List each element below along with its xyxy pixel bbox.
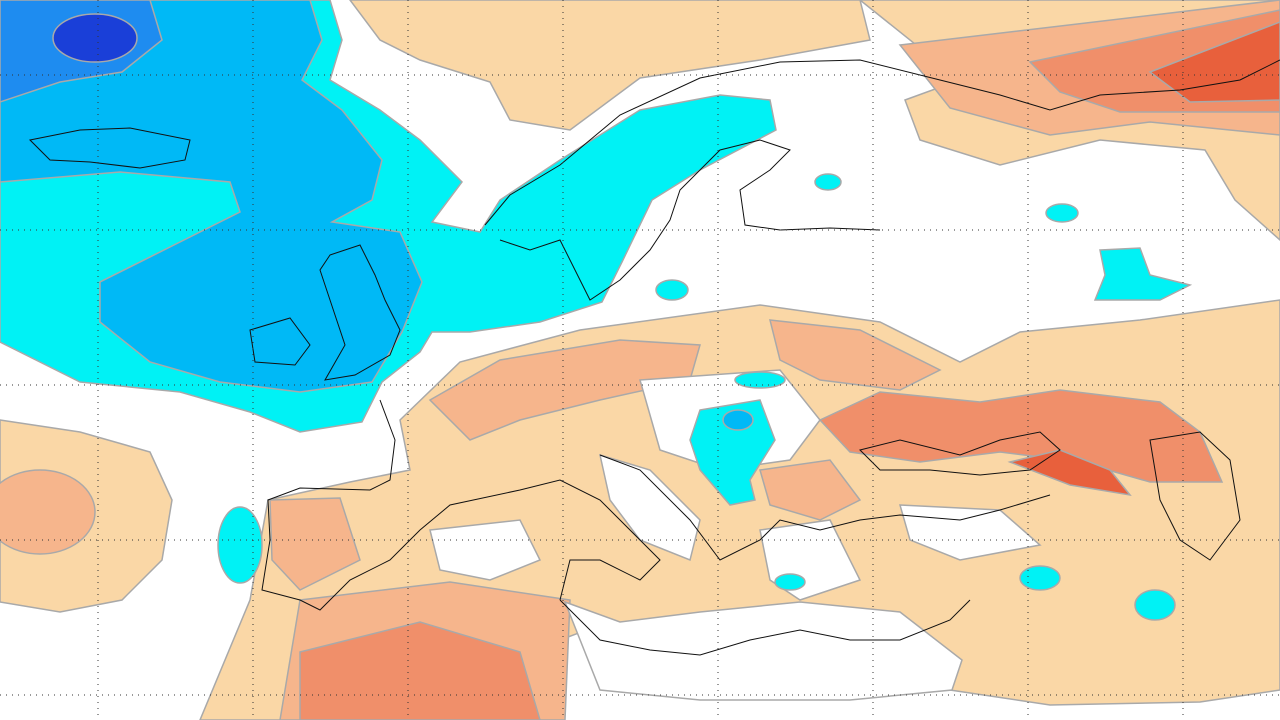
cold-area [1093, 247, 1193, 301]
coastline [28, 127, 191, 169]
cold-area [722, 409, 754, 431]
cold-area [655, 279, 689, 301]
cold-area [689, 399, 776, 506]
cold-area [1134, 589, 1176, 621]
cold-area [217, 506, 263, 584]
coastline [484, 59, 1280, 226]
warm-area [1007, 449, 1132, 497]
coastlines [28, 59, 1280, 656]
cold-area [774, 573, 806, 591]
warm-area [759, 459, 862, 521]
cold-area [734, 371, 786, 389]
warm-area [0, 469, 96, 555]
neutral-area [563, 600, 963, 701]
coastline [599, 454, 1051, 561]
cold-area [0, 0, 423, 393]
cold-anomalies [0, 0, 1193, 621]
coastline [859, 431, 1061, 476]
coastline [559, 599, 971, 656]
cold-area [814, 173, 842, 191]
warm-area [1148, 21, 1280, 103]
neutral-area [598, 453, 701, 562]
neutral-area [898, 504, 1042, 561]
warm-area [769, 319, 942, 391]
coastline [499, 139, 881, 301]
neutral-area [429, 519, 542, 581]
cold-area [1019, 565, 1061, 591]
coastline [261, 399, 661, 611]
warm-area [349, 0, 871, 131]
cold-area [52, 13, 138, 63]
cold-area [1045, 203, 1079, 223]
coastline [249, 317, 311, 366]
coastline [319, 244, 401, 381]
warm-area [269, 497, 361, 591]
